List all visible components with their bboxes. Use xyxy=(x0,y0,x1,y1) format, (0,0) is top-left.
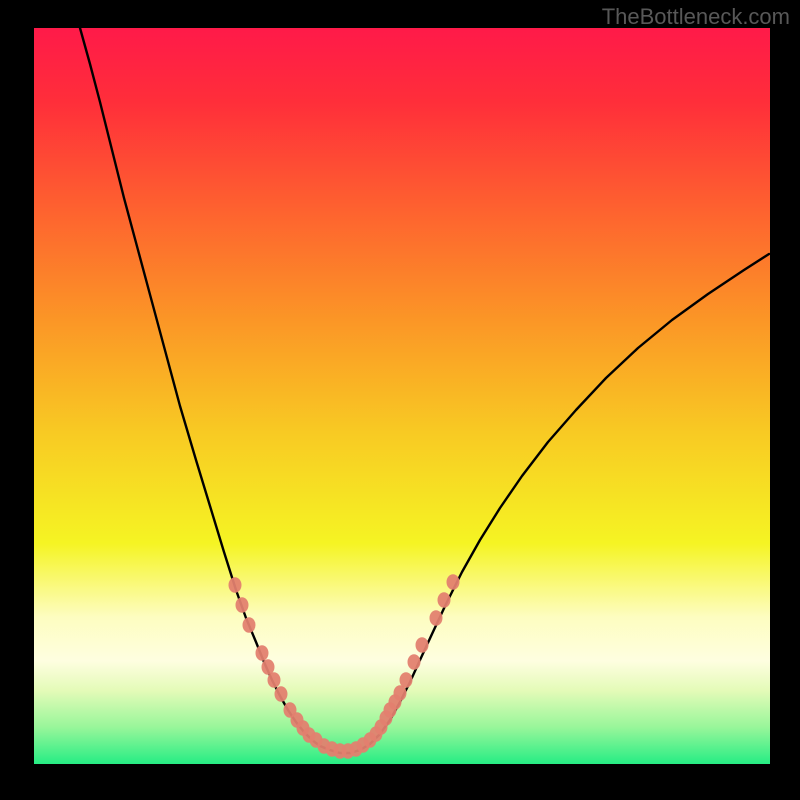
curve-marker xyxy=(408,654,421,670)
bottleneck-chart-svg xyxy=(0,0,800,800)
chart-area xyxy=(0,0,800,800)
curve-marker xyxy=(229,577,242,593)
curve-marker xyxy=(447,574,460,590)
plot-gradient xyxy=(34,28,770,764)
curve-marker xyxy=(430,610,443,626)
curve-marker xyxy=(438,592,451,608)
watermark-text: TheBottleneck.com xyxy=(602,4,790,30)
curve-marker xyxy=(400,672,413,688)
curve-marker xyxy=(275,686,288,702)
curve-marker xyxy=(236,597,249,613)
curve-marker xyxy=(416,637,429,653)
curve-marker xyxy=(256,645,269,661)
curve-marker xyxy=(243,617,256,633)
curve-marker xyxy=(268,672,281,688)
